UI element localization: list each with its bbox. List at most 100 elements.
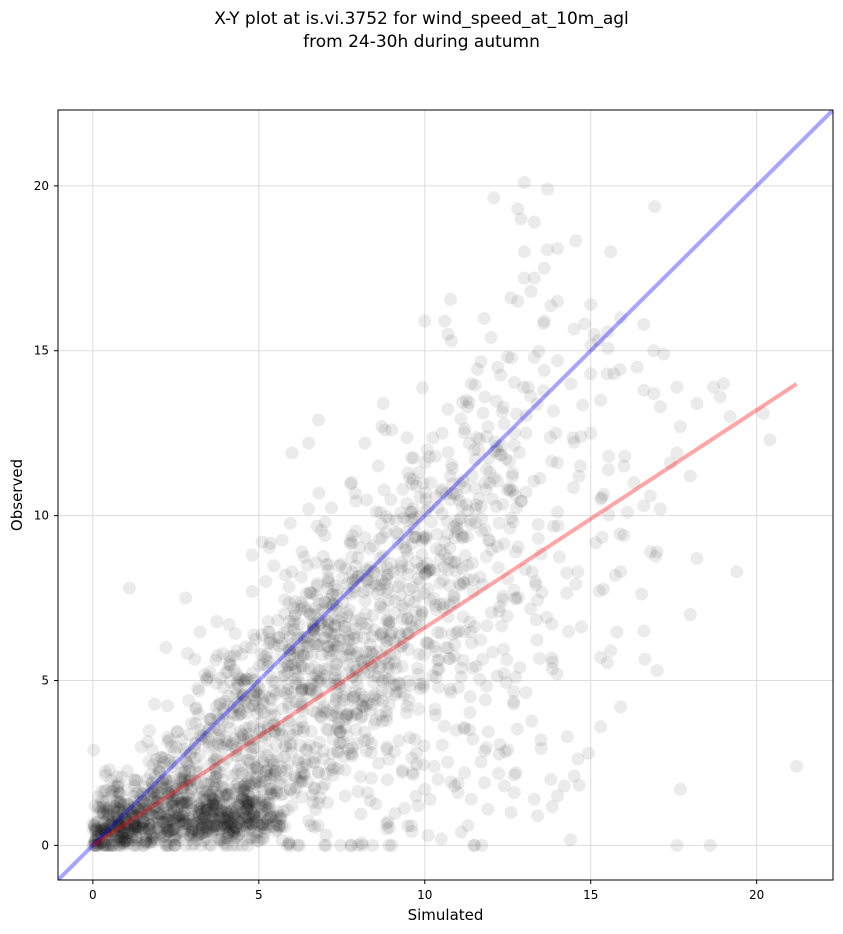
data-point [228, 807, 242, 821]
data-point [250, 834, 264, 848]
data-point [199, 800, 213, 814]
data-point [322, 574, 336, 588]
data-point [236, 792, 250, 806]
data-point [158, 781, 172, 795]
data-point [160, 821, 174, 835]
data-point [261, 813, 275, 827]
data-point [113, 838, 127, 852]
data-point [670, 446, 684, 460]
data-point [374, 659, 388, 673]
data-point [571, 565, 585, 579]
data-point [207, 720, 221, 734]
data-point [103, 800, 117, 814]
data-point [397, 511, 411, 525]
data-point [441, 445, 455, 459]
data-point [648, 200, 662, 214]
data-point [448, 555, 462, 569]
data-point [351, 838, 365, 852]
data-point [87, 838, 101, 852]
data-point [189, 702, 203, 716]
data-point [249, 686, 263, 700]
data-point [134, 810, 148, 824]
data-point [417, 739, 431, 753]
data-point [349, 672, 363, 686]
data-point [190, 833, 204, 847]
data-point [294, 650, 308, 664]
data-point [182, 811, 196, 825]
data-point [158, 777, 172, 791]
data-point [509, 766, 523, 780]
data-point [86, 838, 100, 852]
data-point [175, 775, 189, 789]
data-point [117, 837, 131, 851]
data-point [216, 758, 230, 772]
data-point [285, 799, 299, 813]
data-point [406, 767, 420, 781]
data-point [168, 822, 182, 836]
data-point [209, 818, 223, 832]
data-point [121, 803, 135, 817]
data-point [643, 545, 657, 559]
data-point [237, 783, 251, 797]
data-point [224, 811, 238, 825]
data-point [647, 344, 661, 358]
data-point [125, 824, 139, 838]
data-point [143, 818, 157, 832]
data-point [128, 773, 142, 787]
data-point [221, 818, 235, 832]
data-point [505, 469, 519, 483]
data-point [136, 822, 150, 836]
data-point [202, 740, 216, 754]
data-point [91, 829, 105, 843]
data-point [167, 838, 181, 852]
data-point [168, 838, 182, 852]
data-point [254, 796, 268, 810]
data-point [276, 787, 290, 801]
data-point [305, 755, 319, 769]
data-point [382, 752, 396, 766]
data-point [495, 439, 509, 453]
data-point [206, 810, 220, 824]
data-point [410, 555, 424, 569]
data-point [400, 699, 414, 713]
data-point [266, 718, 280, 732]
data-point [388, 655, 402, 669]
data-point [349, 524, 363, 538]
data-point [244, 747, 258, 761]
data-point [415, 548, 429, 562]
data-point [197, 815, 211, 829]
data-point [134, 740, 148, 754]
data-point [331, 640, 345, 654]
data-point [255, 730, 269, 744]
data-point [98, 823, 112, 837]
data-point [139, 832, 153, 846]
data-point [351, 551, 365, 565]
data-point [360, 493, 374, 507]
data-point [150, 788, 164, 802]
data-point [218, 819, 232, 833]
data-point [290, 723, 304, 737]
data-point [120, 764, 134, 778]
data-point [198, 803, 212, 817]
data-point [564, 833, 578, 847]
data-point [317, 744, 331, 758]
data-point [429, 598, 443, 612]
data-point [596, 582, 610, 596]
data-point [402, 693, 416, 707]
data-point [121, 782, 135, 796]
data-point [167, 745, 181, 759]
data-point [219, 787, 233, 801]
data-point [307, 781, 321, 795]
data-point [90, 838, 104, 852]
data-point [105, 788, 119, 802]
data-point [239, 794, 253, 808]
data-point [397, 687, 411, 701]
data-point [323, 757, 337, 771]
data-point [409, 789, 423, 803]
data-point [497, 779, 511, 793]
data-point [99, 794, 113, 808]
data-point [128, 773, 142, 787]
data-point [458, 721, 472, 735]
data-point [308, 628, 322, 642]
data-point [376, 694, 390, 708]
